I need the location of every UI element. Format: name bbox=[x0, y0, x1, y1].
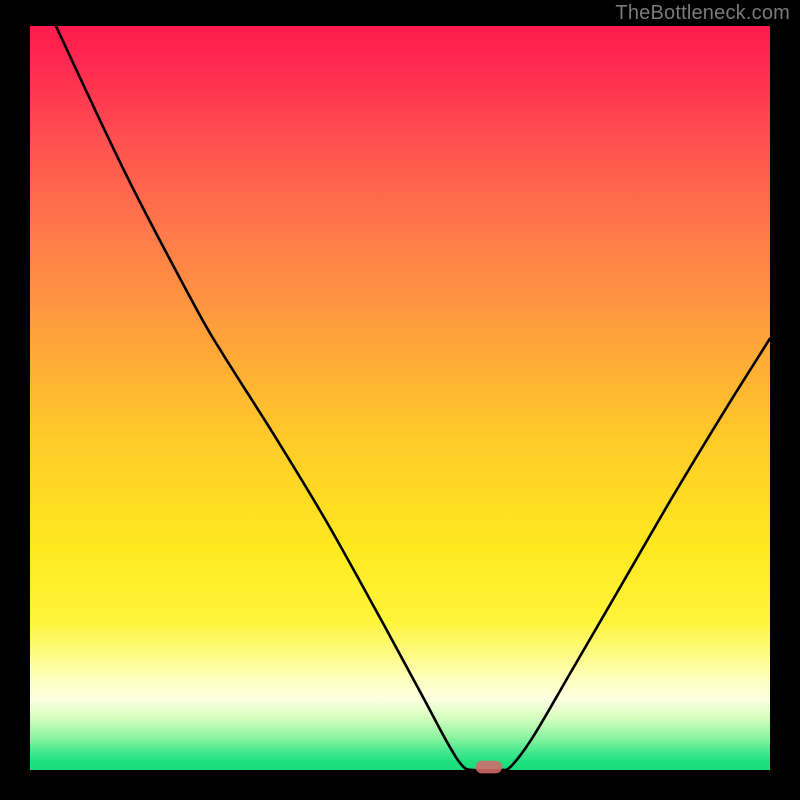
chart-container: TheBottleneck.com bbox=[0, 0, 800, 800]
bottleneck-curve-chart bbox=[0, 0, 800, 800]
plot-background-gradient bbox=[30, 26, 770, 770]
optimal-point-marker bbox=[475, 761, 502, 774]
attribution-watermark: TheBottleneck.com bbox=[615, 2, 790, 25]
